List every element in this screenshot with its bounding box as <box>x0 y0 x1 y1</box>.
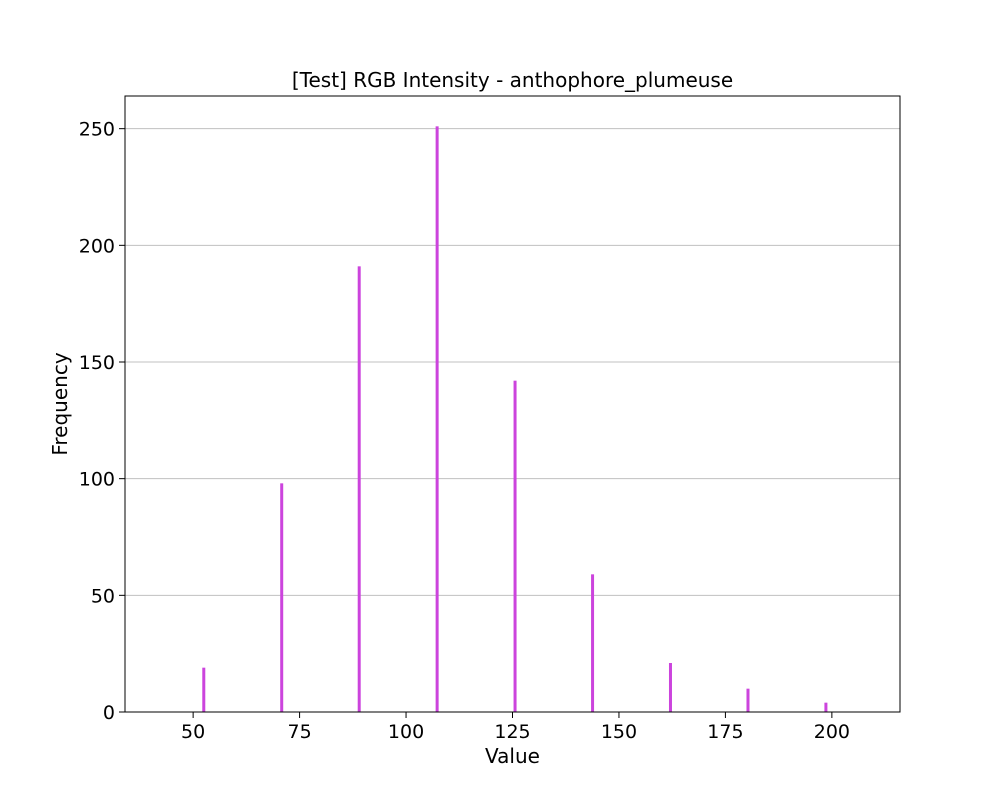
x-tick-label: 200 <box>814 721 850 743</box>
x-tick-label: 75 <box>287 721 311 743</box>
bars <box>202 126 828 713</box>
x-tick-label: 50 <box>181 721 205 743</box>
histogram-bar <box>824 702 828 712</box>
y-tick-label: 0 <box>103 702 115 724</box>
x-tick-label: 100 <box>388 721 424 743</box>
y-tick-label: 150 <box>79 352 115 374</box>
histogram-bar <box>746 688 750 712</box>
x-tick-label: 150 <box>601 721 637 743</box>
x-axis-label: Value <box>485 744 540 768</box>
y-tick-label: 50 <box>91 585 115 607</box>
histogram-bar <box>435 126 439 713</box>
y-axis-label: Frequency <box>48 352 72 455</box>
histogram-bar <box>668 663 672 712</box>
y-tick-label: 200 <box>79 235 115 257</box>
x-tick-label: 175 <box>707 721 743 743</box>
x-axis-ticks: 50 75 100 125 150 175 200 <box>181 712 850 743</box>
grid-lines <box>125 128 900 596</box>
histogram-bar <box>357 266 361 712</box>
x-tick-label: 125 <box>494 721 530 743</box>
histogram-bar <box>280 483 284 712</box>
histogram-bar <box>202 667 206 712</box>
y-axis-ticks: 0 50 100 150 200 250 <box>79 119 125 724</box>
y-tick-label: 100 <box>79 469 115 491</box>
chart-title: [Test] RGB Intensity - anthophore_plumeu… <box>292 68 733 92</box>
histogram-bar <box>513 380 517 712</box>
plot-frame <box>124 95 901 713</box>
y-tick-label: 250 <box>79 119 115 141</box>
histogram-bar <box>591 574 595 712</box>
